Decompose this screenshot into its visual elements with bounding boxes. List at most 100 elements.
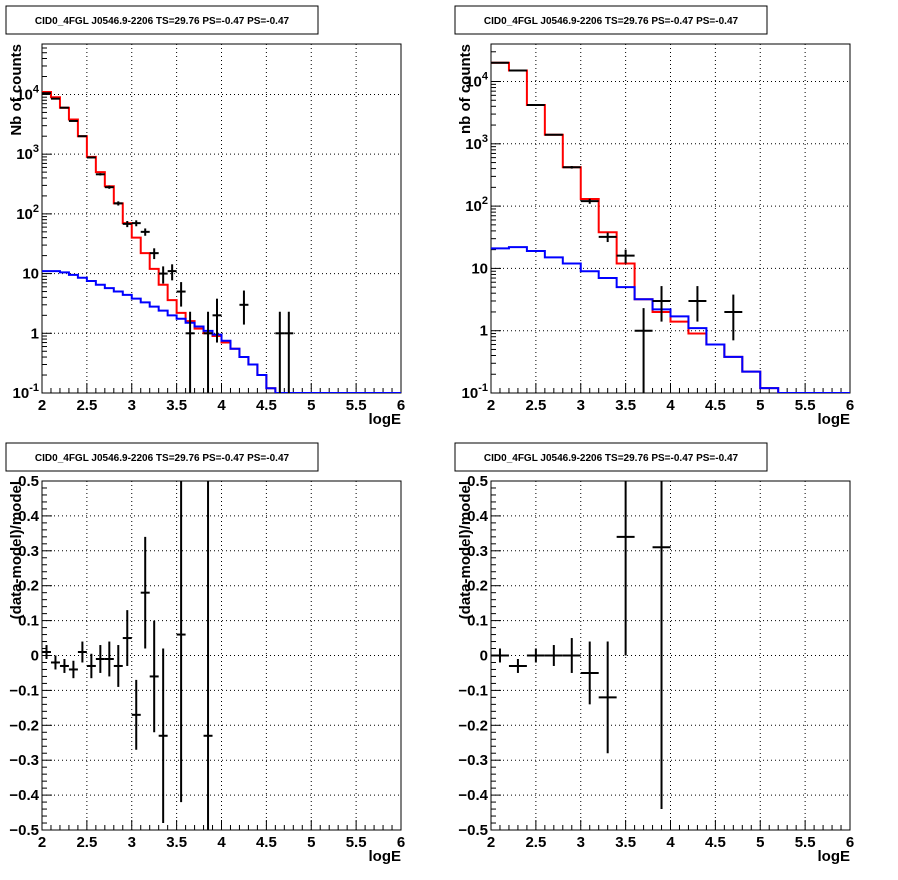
y-tick-label: 1 (480, 323, 488, 340)
residual-point (114, 645, 123, 687)
residual-point (78, 642, 87, 663)
x-tick-label: 2.5 (525, 834, 546, 851)
x-tick-label: 4.5 (705, 834, 726, 851)
data-point (545, 134, 563, 135)
x-tick-label: 6 (397, 397, 405, 414)
y-tick-label: 10-1 (462, 382, 488, 402)
x-tick-label: 5.5 (795, 834, 816, 851)
y-tick-label: 103 (465, 133, 488, 153)
residual-point (599, 642, 617, 754)
residual-point (87, 654, 96, 678)
x-tick-label: 5 (307, 834, 315, 851)
x-tick-label: 5 (756, 834, 764, 851)
y-tick-label: 0.3 (467, 543, 488, 560)
data-point (78, 136, 87, 137)
data-point (96, 173, 105, 175)
residual-point (132, 680, 141, 750)
x-tick-label: 3.5 (615, 834, 636, 851)
y-tick-label: 10 (471, 260, 488, 277)
chart-title: CID0_4FGL J0546.9-2206 TS=29.76 PS=-0.47… (484, 16, 739, 27)
residual-point (42, 645, 51, 659)
tick-exponent: 4 (482, 71, 489, 83)
residual-point (51, 656, 60, 670)
x-tick-label: 2.5 (525, 397, 546, 414)
tick-base: 10 (16, 206, 33, 223)
tick-base: 10 (465, 198, 482, 215)
data-point (150, 248, 159, 259)
y-tick-label: 104 (465, 71, 489, 91)
y-tick-label: −0.1 (458, 682, 488, 699)
residual-point (69, 661, 78, 678)
y-tick-label: 0 (31, 648, 39, 665)
tick-exponent: 2 (33, 203, 39, 215)
x-tick-label: 5 (307, 397, 315, 414)
residual-point (617, 481, 635, 656)
residual-point (527, 649, 545, 663)
y-tick-label: −0.3 (458, 752, 488, 769)
x-ticks (42, 820, 401, 830)
y-tick-label: −0.2 (9, 717, 39, 734)
y-tick-label: −0.4 (9, 787, 39, 804)
chart-title: CID0_4FGL J0546.9-2206 TS=29.76 PS=-0.47… (35, 16, 290, 27)
residual-point (60, 659, 69, 673)
x-tick-label: 2 (487, 834, 495, 851)
tick-base: 10 (13, 385, 30, 402)
residual-point (509, 659, 527, 673)
residual-point (150, 621, 159, 733)
data-point (87, 157, 96, 159)
data-point (159, 266, 168, 283)
y-tick-label: 0.5 (467, 473, 488, 490)
x-tick-label: 4.5 (256, 397, 277, 414)
x-tick-label: 3 (128, 834, 136, 851)
y-tick-label: 102 (16, 203, 39, 223)
x-tick-label: 3 (577, 397, 585, 414)
residual-panel-left: CID0_4FGL J0546.9-2206 TS=29.76 PS=-0.47… (6, 443, 405, 865)
data-point (114, 201, 123, 205)
data-point (724, 295, 742, 341)
x-tick-label: 3 (577, 834, 585, 851)
x-tick-label: 6 (846, 397, 854, 414)
y-tick-label: −0.5 (9, 822, 39, 839)
y-tick-label: 0.4 (467, 508, 489, 525)
x-tick-label: 4 (666, 834, 675, 851)
y-tick-label: 10-1 (13, 382, 39, 402)
data-point (635, 308, 653, 393)
data-point (688, 286, 706, 322)
residual-point (581, 642, 599, 705)
data-point (275, 312, 284, 393)
tick-exponent: -1 (478, 382, 488, 394)
x-tick-label: 4 (217, 397, 226, 414)
grid-lines (491, 44, 850, 393)
data-point (204, 312, 213, 393)
x-tick-label: 4 (666, 397, 675, 414)
y-tick-label: 10 (22, 266, 39, 283)
data-point (284, 312, 293, 393)
y-tick-label: 0.2 (467, 578, 488, 595)
data-point (239, 291, 248, 325)
x-ticks (42, 383, 401, 393)
chart-title: CID0_4FGL J0546.9-2206 TS=29.76 PS=-0.47… (35, 453, 290, 464)
data-point (177, 282, 186, 306)
y-tick-label: 0.5 (18, 473, 39, 490)
x-tick-label: 6 (846, 834, 854, 851)
x-tick-label: 2 (38, 834, 46, 851)
x-tick-label: 3.5 (166, 397, 187, 414)
y-tick-label: 0.3 (18, 543, 39, 560)
data-point (653, 286, 671, 322)
x-tick-label: 3 (128, 397, 136, 414)
residual-point (141, 537, 150, 649)
tick-base: 10 (462, 385, 479, 402)
x-tick-label: 2.5 (76, 834, 97, 851)
y-tick-label: 103 (16, 143, 39, 163)
y-tick-label: 1 (31, 325, 39, 342)
residual-point (159, 649, 168, 824)
tick-base: 10 (16, 146, 33, 163)
tick-exponent: -1 (29, 382, 39, 394)
data-point (527, 105, 545, 106)
residual-point (96, 645, 105, 673)
residual-point (491, 649, 509, 663)
y-tick-label: −0.4 (458, 787, 488, 804)
y-tick-label: −0.2 (458, 717, 488, 734)
